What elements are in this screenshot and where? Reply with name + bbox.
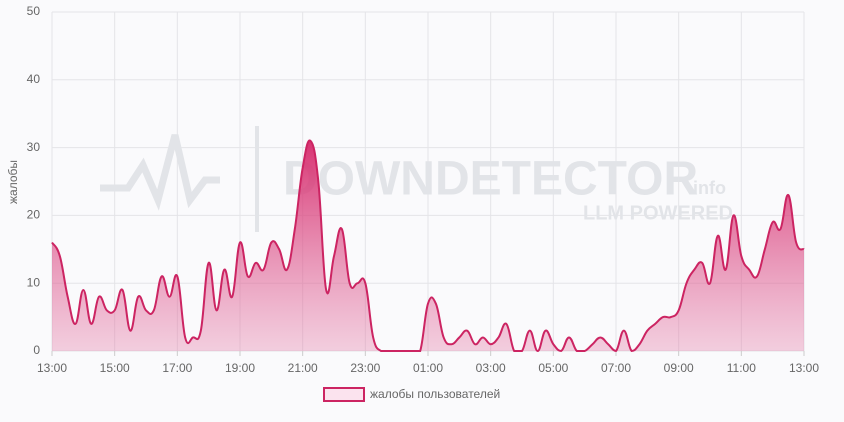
x-tick-label: 03:00 (476, 361, 506, 375)
watermark: DOWNDETECTOR .info LLM POWERED (100, 126, 733, 232)
watermark-tagline: LLM POWERED (583, 202, 733, 224)
x-tick-label: 07:00 (601, 361, 631, 375)
x-tick-label: 01:00 (413, 361, 443, 375)
x-tick-label: 11:00 (727, 361, 756, 375)
series-line (51, 139, 805, 353)
x-tick-label: 15:00 (100, 361, 130, 375)
area-fill (52, 140, 804, 351)
x-tick-label: 21:00 (288, 361, 318, 375)
x-tick-label: 23:00 (350, 361, 380, 375)
y-tick-label: 10 (27, 275, 41, 289)
x-tick-label: 05:00 (538, 361, 568, 375)
y-axis-label: жалобы (6, 160, 20, 204)
x-tick-label: 19:00 (225, 361, 255, 375)
x-tick-label: 17:00 (162, 361, 192, 375)
x-tick-label: 13:00 (37, 361, 67, 375)
x-tick-label: 09:00 (664, 361, 694, 375)
watermark-suffix: .info (688, 178, 726, 198)
legend-swatch (323, 387, 365, 402)
x-tick-label: 13:00 (789, 361, 819, 375)
watermark-brand: DOWNDETECTOR (283, 153, 698, 206)
y-tick-label: 0 (33, 343, 40, 357)
y-tick-label: 20 (27, 208, 41, 222)
y-tick-label: 50 (27, 4, 41, 18)
legend-label: жалобы пользователей (370, 387, 500, 401)
watermark-logo (100, 134, 220, 211)
y-tick-label: 30 (27, 140, 41, 154)
y-tick-label: 40 (27, 72, 41, 86)
